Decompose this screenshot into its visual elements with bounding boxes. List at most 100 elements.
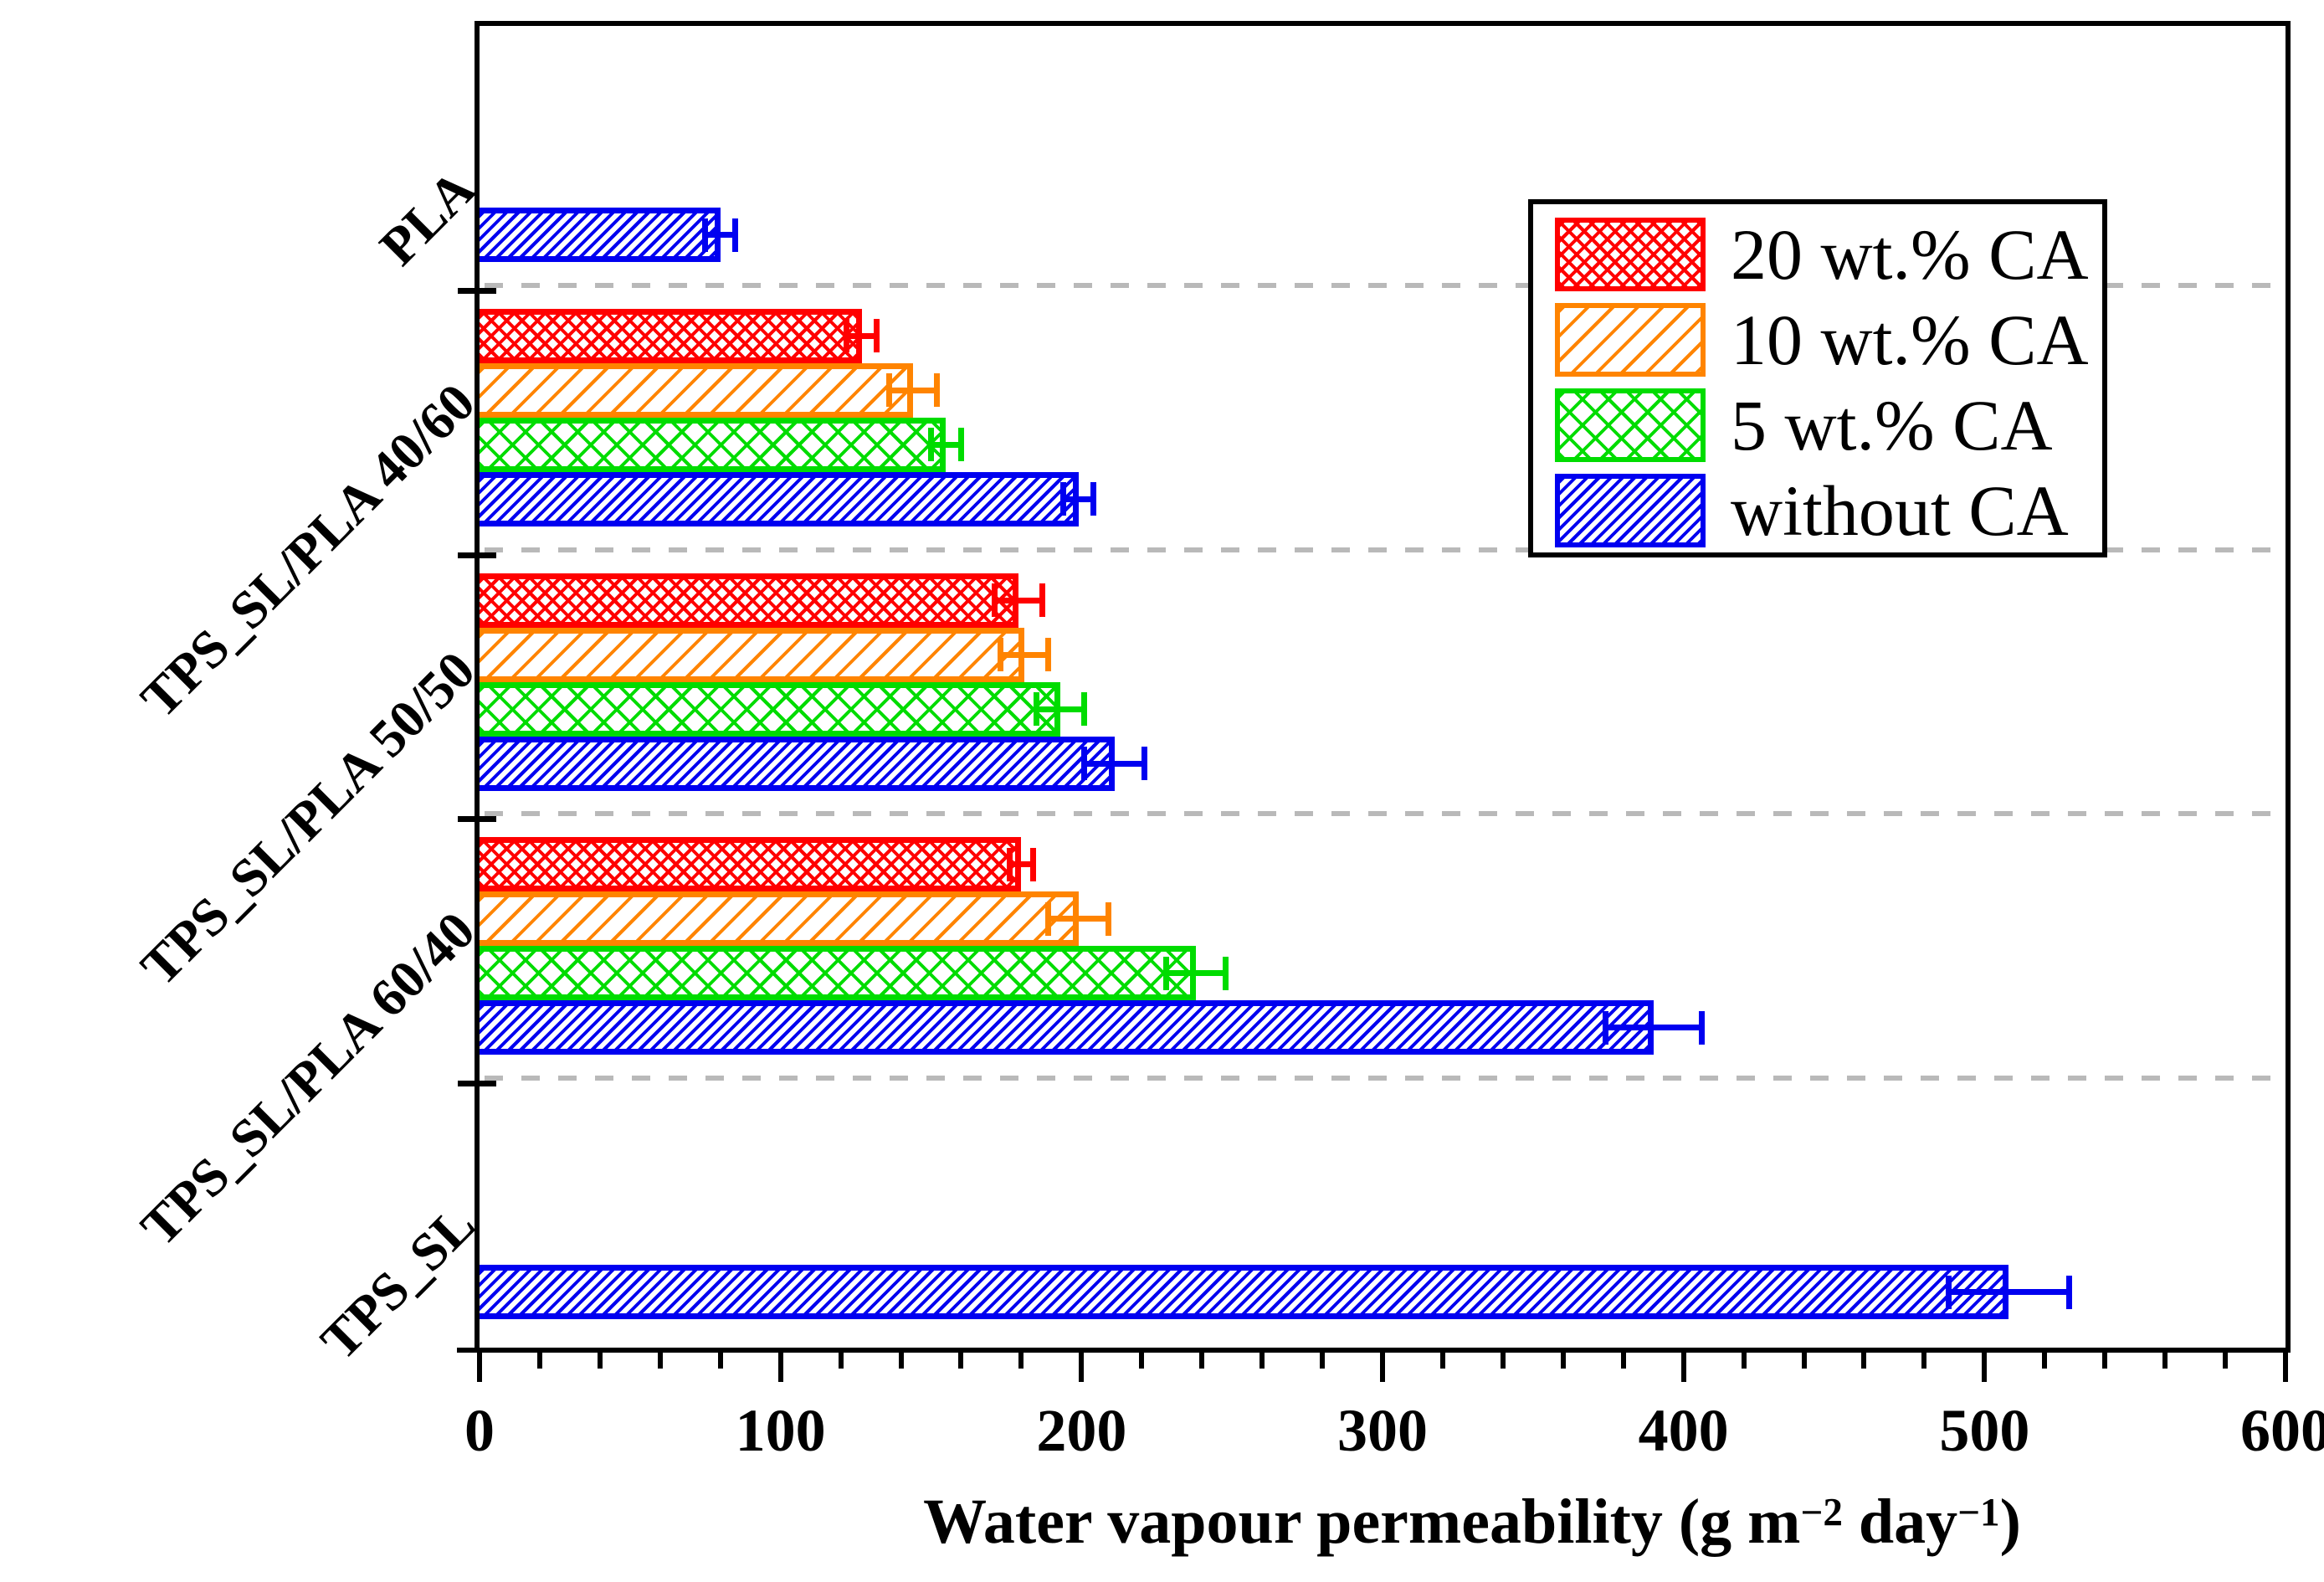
error-bar-cap — [1006, 847, 1013, 881]
error-bar-cap — [1045, 901, 1052, 936]
x-axis-title: Water vapour permeability (g m−2 day−1) — [569, 1486, 2324, 1559]
bar-tps-sl-pla-50-50-20-wt-ca — [480, 573, 1018, 628]
error-bar-cap — [702, 218, 709, 252]
legend-item-without-ca: without CA — [1555, 470, 2102, 551]
error-bar-line — [1000, 651, 1049, 658]
error-bar-cap — [1090, 482, 1097, 516]
bar-tps-sl-pla-40-60-20-wt-ca — [480, 308, 862, 363]
category-separator-gridline — [485, 1076, 2286, 1081]
error-bar-line — [1048, 916, 1109, 922]
bar-tps-sl-pla-60-40-without-ca — [480, 1000, 1654, 1056]
x-axis-major-tick — [1380, 1353, 1385, 1382]
error-bar-cap — [732, 218, 739, 252]
x-axis-major-tick — [2283, 1353, 2288, 1382]
error-bar-line — [1166, 970, 1226, 977]
x-axis-minor-tick — [536, 1353, 542, 1369]
x-axis-baseline-extension — [457, 1348, 480, 1353]
error-bar-cap — [1602, 1010, 1608, 1045]
bar-tps-sl-pla-40-60-10-wt-ca — [480, 362, 913, 418]
x-axis-minor-tick — [1921, 1353, 1927, 1369]
x-axis-minor-tick — [1861, 1353, 1867, 1369]
x-axis-title-sup-2: −2 — [1800, 1491, 1843, 1535]
x-axis-minor-tick — [2162, 1353, 2168, 1369]
bar-tps-sl-pla-40-60-without-ca — [480, 471, 1079, 526]
x-axis-major-tick — [477, 1353, 482, 1382]
x-axis-title-text: Water vapour permeability (g m — [923, 1487, 1801, 1557]
error-bar-line — [1009, 861, 1034, 868]
bar-tps-sl-pla-50-50-5-wt-ca — [480, 681, 1061, 737]
legend-swatch-5-wt-ca — [1555, 388, 1706, 462]
error-bar-line — [1605, 1025, 1702, 1031]
y-axis-tick — [458, 287, 496, 294]
x-axis-major-tick — [1680, 1353, 1686, 1382]
legend-swatch-without-ca — [1555, 474, 1706, 547]
legend-item-10-wt-ca: 10 wt.% CA — [1555, 300, 2102, 380]
error-bar-line — [1084, 760, 1145, 767]
x-axis-minor-tick — [1018, 1353, 1024, 1369]
error-bar-line — [1063, 496, 1094, 502]
error-bar-cap — [1060, 482, 1067, 516]
error-bar-line — [994, 597, 1043, 604]
error-bar-cap — [844, 319, 850, 353]
legend-item-5-wt-ca: 5 wt.% CA — [1555, 385, 2102, 465]
x-axis-minor-tick — [2223, 1353, 2229, 1369]
error-bar-cap — [1106, 901, 1112, 936]
x-axis-minor-tick — [1320, 1353, 1326, 1369]
error-bar-cap — [1945, 1275, 1952, 1309]
error-bar-cap — [1162, 956, 1169, 990]
x-axis-minor-tick — [2102, 1353, 2108, 1369]
x-axis-minor-tick — [1139, 1353, 1145, 1369]
error-bar-cap — [1698, 1010, 1705, 1045]
x-axis-major-tick — [777, 1353, 783, 1382]
error-bar-cap — [1081, 747, 1088, 781]
legend-box: 20 wt.% CA 10 wt.% CA 5 wt.% CA without CA — [1528, 199, 2107, 557]
x-tick-label: 400 — [1638, 1397, 1729, 1464]
error-bar-line — [705, 232, 736, 238]
bar-tps-sl-pla-60-40-20-wt-ca — [480, 837, 1022, 892]
y-category-label-tps-sl: TPS_SL — [309, 1194, 486, 1371]
x-axis-title-sup-1: −1 — [1957, 1491, 2000, 1535]
legend-swatch-10-wt-ca — [1555, 303, 1706, 377]
error-bar-cap — [1030, 847, 1037, 881]
error-bar-cap — [991, 583, 998, 618]
x-tick-label: 500 — [1939, 1397, 2030, 1464]
error-bar-line — [1036, 706, 1085, 712]
x-tick-label: 200 — [1036, 1397, 1127, 1464]
error-bar-cap — [1223, 956, 1229, 990]
error-bar-cap — [957, 428, 964, 462]
error-bar-cap — [1141, 747, 1148, 781]
x-tick-label: 100 — [735, 1397, 826, 1464]
x-tick-label: 600 — [2240, 1397, 2324, 1464]
legend-label: 10 wt.% CA — [1731, 300, 2089, 380]
error-bar-cap — [885, 373, 892, 408]
bar-tps-sl-without-ca — [480, 1265, 2009, 1320]
x-axis-minor-tick — [1741, 1353, 1747, 1369]
x-axis-minor-tick — [717, 1353, 723, 1369]
x-axis-minor-tick — [958, 1353, 964, 1369]
x-tick-label: 0 — [464, 1397, 495, 1464]
error-bar-cap — [997, 638, 1003, 672]
bar-tps-sl-pla-60-40-5-wt-ca — [480, 946, 1196, 1001]
x-axis-minor-tick — [1801, 1353, 1807, 1369]
x-tick-label: 300 — [1337, 1397, 1428, 1464]
y-axis-tick — [458, 1081, 496, 1087]
y-axis-tick — [458, 552, 496, 558]
error-bar-line — [889, 387, 937, 393]
bar-tps-sl-pla-60-40-10-wt-ca — [480, 891, 1079, 947]
error-bar-cap — [928, 428, 934, 462]
legend-item-20-wt-ca: 20 wt.% CA — [1555, 214, 2102, 295]
bar-tps-sl-pla-40-60-5-wt-ca — [480, 417, 947, 472]
x-axis-title-suffix: ) — [1999, 1487, 2021, 1557]
error-bar-line — [846, 332, 877, 339]
category-separator-gridline — [485, 547, 2286, 552]
x-axis-minor-tick — [2042, 1353, 2048, 1369]
error-bar-cap — [2065, 1275, 2072, 1309]
category-separator-gridline — [485, 811, 2286, 817]
legend-label: 5 wt.% CA — [1731, 385, 2053, 465]
error-bar-cap — [1081, 692, 1088, 727]
x-axis-title-mid: day — [1842, 1487, 1958, 1557]
error-bar-cap — [874, 319, 880, 353]
x-axis-minor-tick — [1199, 1353, 1205, 1369]
x-axis-minor-tick — [1259, 1353, 1265, 1369]
